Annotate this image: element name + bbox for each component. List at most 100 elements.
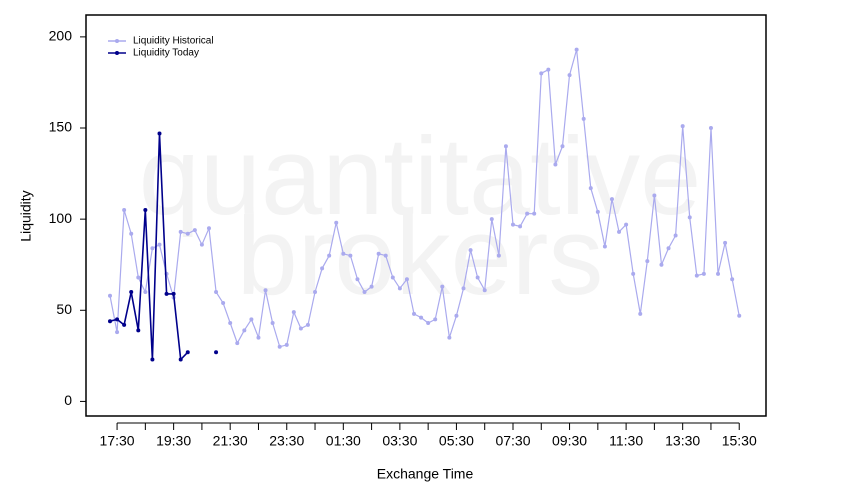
data-point <box>129 290 134 295</box>
data-point <box>390 275 395 280</box>
y-tick-label: 0 <box>64 392 72 408</box>
data-point <box>454 313 459 318</box>
data-point <box>652 193 657 198</box>
data-point <box>412 311 417 316</box>
data-point <box>171 291 176 296</box>
data-point <box>284 342 289 347</box>
data-point <box>680 124 685 129</box>
data-point <box>489 217 494 222</box>
data-point <box>270 321 275 326</box>
data-point <box>178 357 183 362</box>
data-point <box>256 335 261 340</box>
data-point <box>129 231 134 236</box>
data-point <box>638 311 643 316</box>
data-point <box>723 240 728 245</box>
data-point <box>249 317 254 322</box>
data-point <box>539 71 544 76</box>
data-point <box>609 197 614 202</box>
data-point <box>214 290 219 295</box>
x-tick-label: 13:30 <box>665 433 700 449</box>
data-point <box>708 126 713 131</box>
x-tick-label: 17:30 <box>100 433 135 449</box>
data-point <box>553 162 558 167</box>
data-point <box>206 226 211 231</box>
data-point <box>426 321 431 326</box>
data-point <box>320 266 325 271</box>
data-point <box>221 300 226 305</box>
data-point <box>369 284 374 289</box>
x-tick-label: 01:30 <box>326 433 361 449</box>
data-point <box>701 271 706 276</box>
data-point <box>157 242 162 247</box>
data-point <box>178 229 183 234</box>
data-point <box>122 322 127 327</box>
data-point <box>546 67 551 72</box>
data-point <box>737 313 742 318</box>
data-point <box>143 290 148 295</box>
data-point <box>440 284 445 289</box>
data-point <box>447 335 452 340</box>
data-point <box>143 208 148 213</box>
y-axis-label: Liquidity <box>18 190 34 241</box>
data-point <box>341 251 346 256</box>
x-tick-label: 21:30 <box>213 433 248 449</box>
data-point <box>468 248 473 253</box>
data-point <box>404 277 409 282</box>
data-point <box>334 220 339 225</box>
data-point <box>298 326 303 331</box>
data-point <box>574 47 579 52</box>
x-tick-label: 15:30 <box>722 433 757 449</box>
data-point <box>327 253 332 258</box>
watermark: quantitative <box>139 115 702 238</box>
data-point <box>581 116 586 121</box>
data-point <box>348 253 353 258</box>
x-tick-label: 07:30 <box>495 433 530 449</box>
data-point <box>730 277 735 282</box>
data-point <box>716 271 721 276</box>
data-point <box>560 144 565 149</box>
y-tick-label: 50 <box>56 301 72 317</box>
data-point <box>362 290 367 295</box>
data-point <box>602 244 607 249</box>
x-tick-label: 03:30 <box>382 433 417 449</box>
data-point <box>199 242 204 247</box>
legend-label: Liquidity Historical <box>133 36 214 47</box>
data-point <box>235 341 240 346</box>
data-point <box>150 357 155 362</box>
series-line <box>109 49 740 348</box>
legend-marker <box>115 39 119 43</box>
data-point <box>157 131 162 136</box>
data-point <box>588 186 593 191</box>
data-point <box>164 291 169 296</box>
data-point <box>687 215 692 220</box>
data-point <box>631 271 636 276</box>
y-tick-label: 200 <box>49 28 73 44</box>
data-point <box>242 328 247 333</box>
data-point <box>532 211 537 216</box>
data-point <box>475 275 480 280</box>
data-point <box>136 275 141 280</box>
legend-marker <box>115 51 119 55</box>
data-point <box>419 315 424 320</box>
data-point <box>659 262 664 267</box>
x-tick-label: 19:30 <box>156 433 191 449</box>
x-tick-label: 23:30 <box>269 433 304 449</box>
data-point <box>277 344 282 349</box>
data-point <box>115 330 120 335</box>
data-point <box>496 253 501 258</box>
data-point <box>305 322 310 327</box>
data-point <box>567 73 572 78</box>
data-point <box>383 253 388 258</box>
x-tick-label: 11:30 <box>609 433 643 449</box>
x-axis-label: Exchange Time <box>377 466 474 482</box>
data-point <box>461 286 466 291</box>
data-point <box>645 259 650 264</box>
data-point <box>355 277 360 282</box>
data-point <box>185 231 190 236</box>
data-point <box>673 233 678 238</box>
legend-label: Liquidity Today <box>133 48 199 59</box>
data-point <box>192 228 197 233</box>
data-point <box>694 273 699 278</box>
data-point <box>376 251 381 256</box>
watermark: brokers <box>237 195 604 318</box>
